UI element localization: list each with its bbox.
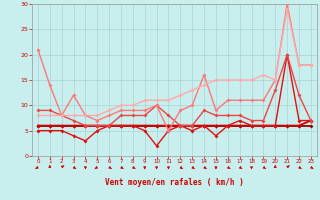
X-axis label: Vent moyen/en rafales ( km/h ): Vent moyen/en rafales ( km/h ) — [105, 178, 244, 187]
